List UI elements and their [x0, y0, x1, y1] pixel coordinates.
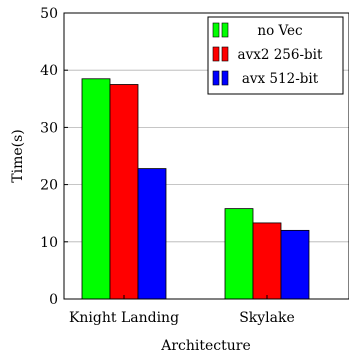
legend: no Vec avx2 256-bit avx 512-bit [207, 16, 344, 95]
legend-swatch [212, 70, 220, 86]
legend-swatch [221, 22, 229, 38]
legend-swatch [221, 70, 229, 86]
bar-avx-512-bit-knight-landing [137, 168, 167, 300]
bar-avx2-256-bit-knight-landing [109, 84, 139, 300]
bar-avx2-256-bit-skylake [252, 222, 282, 300]
x-axis-label: Architecture [160, 338, 251, 354]
y-tick-label: 30 [40, 120, 58, 136]
legend-swatch [212, 22, 220, 38]
bar-no-vec-skylake [224, 208, 254, 300]
axis-ticks: 0 10 20 30 40 50 Knight Landing Skylake [40, 6, 295, 326]
legend-label: no Vec [257, 23, 302, 39]
y-tick-label: 20 [40, 178, 58, 194]
legend-label: avx 512-bit [242, 71, 319, 87]
x-tick-label: Knight Landing [69, 310, 179, 326]
plot-frame [63, 12, 349, 300]
y-tick-label: 10 [40, 235, 58, 251]
legend-box [207, 16, 344, 95]
y-tick-label: 40 [40, 63, 58, 79]
bar-avx-512-bit-skylake [280, 229, 310, 300]
bars [81, 78, 310, 300]
legend-swatch [212, 46, 220, 62]
y-tick-label: 0 [49, 292, 58, 308]
bar-no-vec-knight-landing [81, 78, 111, 300]
y-tick-label: 50 [40, 6, 58, 22]
y-axis-label: Time(s) [10, 129, 26, 182]
legend-swatch [221, 46, 229, 62]
legend-label: avx2 256-bit [238, 47, 323, 63]
x-tick-label: Skylake [239, 310, 295, 326]
